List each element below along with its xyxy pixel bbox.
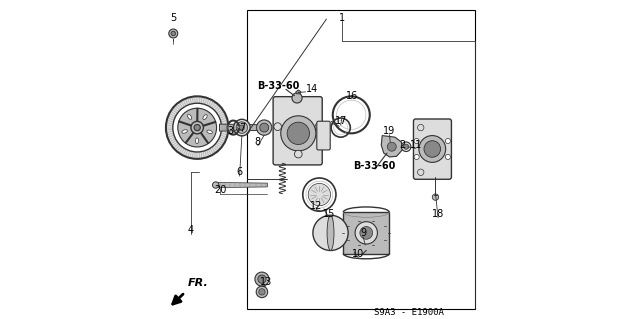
FancyBboxPatch shape <box>273 97 322 165</box>
Circle shape <box>166 96 228 159</box>
Polygon shape <box>218 182 268 188</box>
Circle shape <box>401 142 411 152</box>
Circle shape <box>258 275 266 283</box>
FancyBboxPatch shape <box>317 121 330 150</box>
Circle shape <box>424 141 440 157</box>
Circle shape <box>417 124 424 131</box>
Text: 6: 6 <box>237 167 243 177</box>
Text: FR.: FR. <box>188 278 209 288</box>
Text: S9A3 - E1900A: S9A3 - E1900A <box>374 308 444 317</box>
Text: 4: 4 <box>188 225 194 235</box>
Circle shape <box>355 222 378 244</box>
Circle shape <box>419 136 445 162</box>
Ellipse shape <box>188 115 192 119</box>
Circle shape <box>313 215 348 250</box>
Text: 20: 20 <box>214 185 227 195</box>
Text: 11: 11 <box>410 140 422 150</box>
Circle shape <box>360 226 372 239</box>
Circle shape <box>260 123 269 132</box>
Text: 8: 8 <box>255 137 261 147</box>
Text: 18: 18 <box>432 209 444 219</box>
Circle shape <box>414 138 419 144</box>
Text: 19: 19 <box>383 126 396 136</box>
Circle shape <box>259 289 265 295</box>
Text: 9: 9 <box>360 228 366 238</box>
Circle shape <box>173 103 221 152</box>
Text: 14: 14 <box>306 84 318 94</box>
Circle shape <box>414 154 419 160</box>
Circle shape <box>236 122 248 133</box>
Circle shape <box>212 182 219 188</box>
Bar <box>246 10 475 309</box>
Circle shape <box>194 124 200 131</box>
Ellipse shape <box>203 115 207 120</box>
Text: 7: 7 <box>239 122 246 133</box>
Circle shape <box>255 272 269 286</box>
Circle shape <box>287 122 310 145</box>
Circle shape <box>239 125 244 130</box>
Circle shape <box>292 93 302 103</box>
Text: 13: 13 <box>260 277 272 287</box>
Polygon shape <box>381 136 403 157</box>
Text: B-33-60: B-33-60 <box>257 81 299 91</box>
Text: 12: 12 <box>310 201 323 211</box>
Circle shape <box>281 116 316 151</box>
Ellipse shape <box>327 215 334 250</box>
Ellipse shape <box>195 138 198 144</box>
Circle shape <box>387 142 396 151</box>
Circle shape <box>257 120 272 135</box>
Circle shape <box>256 286 268 298</box>
Circle shape <box>178 108 216 147</box>
Circle shape <box>274 123 282 130</box>
Polygon shape <box>343 212 389 254</box>
Ellipse shape <box>207 130 212 134</box>
Circle shape <box>404 144 409 149</box>
Text: 3: 3 <box>227 126 233 136</box>
Text: 16: 16 <box>346 91 358 101</box>
Circle shape <box>171 31 175 36</box>
Circle shape <box>445 154 451 160</box>
Polygon shape <box>220 124 264 131</box>
Ellipse shape <box>182 130 188 133</box>
Circle shape <box>432 194 438 200</box>
Circle shape <box>445 138 451 144</box>
Circle shape <box>169 29 178 38</box>
Circle shape <box>234 119 250 136</box>
Text: 10: 10 <box>352 249 364 259</box>
Circle shape <box>315 123 323 130</box>
Text: 17: 17 <box>335 116 347 126</box>
Circle shape <box>294 150 302 158</box>
Text: B-33-60: B-33-60 <box>353 161 396 171</box>
Circle shape <box>308 183 330 206</box>
Text: 5: 5 <box>170 12 177 23</box>
Text: 1: 1 <box>339 12 346 23</box>
Circle shape <box>417 169 424 175</box>
Polygon shape <box>296 90 301 94</box>
FancyBboxPatch shape <box>413 119 451 179</box>
Circle shape <box>191 121 204 134</box>
Text: 2: 2 <box>399 140 405 150</box>
Text: 15: 15 <box>323 209 335 219</box>
